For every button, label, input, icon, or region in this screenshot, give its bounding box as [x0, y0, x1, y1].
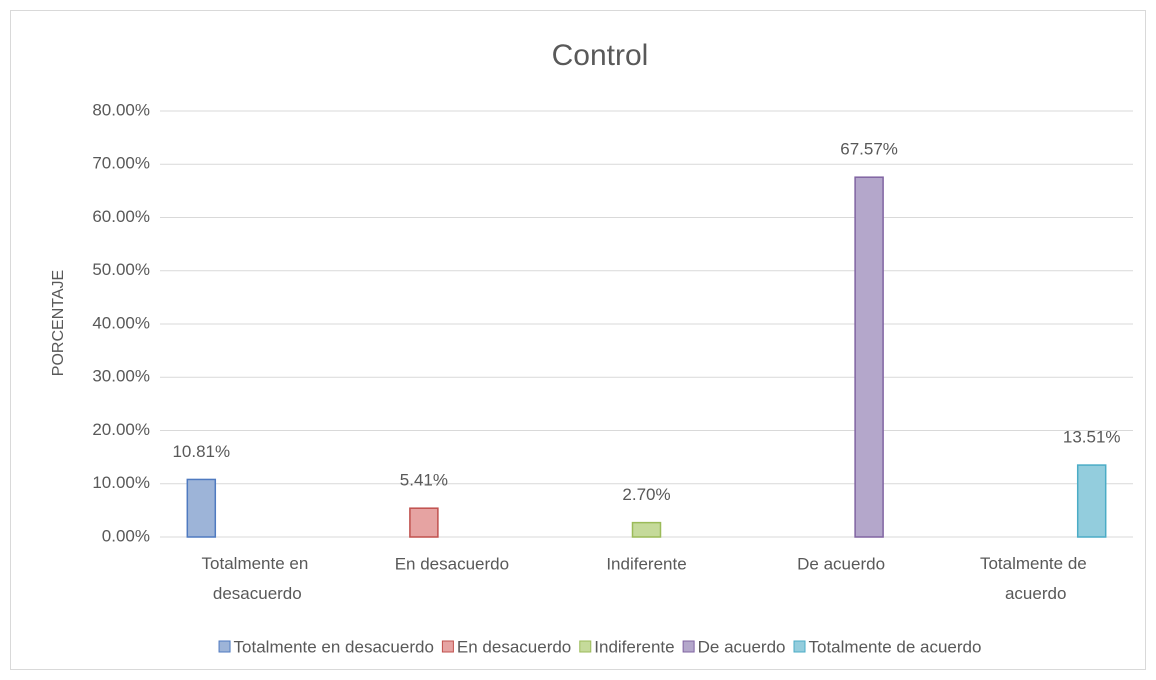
data-label: 13.51% — [1063, 428, 1121, 447]
y-tick-label: 60.00% — [92, 207, 150, 226]
legend-label: Totalmente de acuerdo — [809, 637, 982, 656]
data-label: 5.41% — [400, 471, 448, 490]
bar — [631, 521, 662, 538]
bar — [854, 176, 884, 538]
data-label: 67.57% — [840, 140, 898, 159]
bar — [409, 507, 439, 538]
y-tick-label: 10.00% — [92, 473, 150, 492]
legend-swatch — [682, 640, 695, 653]
legend-swatch — [218, 640, 231, 653]
x-tick-line: desacuerdo — [213, 584, 302, 603]
x-tick-label: De acuerdo — [797, 554, 885, 573]
legend-label: Totalmente en desacuerdo — [234, 637, 434, 656]
bar — [186, 478, 217, 538]
chart-title: Control — [552, 39, 649, 72]
chart-border — [10, 10, 1146, 670]
x-tick-line: acuerdo — [1005, 584, 1066, 603]
y-tick-label: 70.00% — [92, 154, 150, 173]
x-tick-label: Totalmente de acuerdo — [980, 554, 1092, 603]
y-tick-label: 50.00% — [92, 260, 150, 279]
legend-label: En desacuerdo — [457, 637, 571, 656]
y-axis-title: PORCENTAJE — [50, 270, 67, 376]
y-tick-label: 80.00% — [92, 100, 150, 119]
legend-swatch — [579, 640, 592, 653]
legend-swatch — [793, 640, 806, 653]
legend-label: De acuerdo — [698, 637, 786, 656]
legend-label: Indiferente — [594, 637, 674, 656]
x-tick-line: Totalmente de — [980, 554, 1092, 573]
legend: Totalmente en desacuerdo En desacuerdo Ind… — [218, 637, 982, 656]
legend-swatch — [441, 640, 454, 653]
y-tick-label: 30.00% — [92, 367, 150, 386]
y-tick-label: 0.00% — [102, 526, 150, 545]
bar — [1076, 464, 1107, 538]
y-tick-label: 40.00% — [92, 313, 150, 332]
x-tick-label: En desacuerdo — [395, 554, 509, 573]
x-tick-label: Totalmente en desacuerdo — [202, 554, 314, 603]
x-tick-label: Indiferente — [606, 554, 686, 573]
data-label: 2.70% — [622, 485, 670, 504]
data-label: 10.81% — [172, 442, 230, 461]
x-tick-line: Totalmente en — [202, 554, 314, 573]
y-tick-label: 20.00% — [92, 420, 150, 439]
